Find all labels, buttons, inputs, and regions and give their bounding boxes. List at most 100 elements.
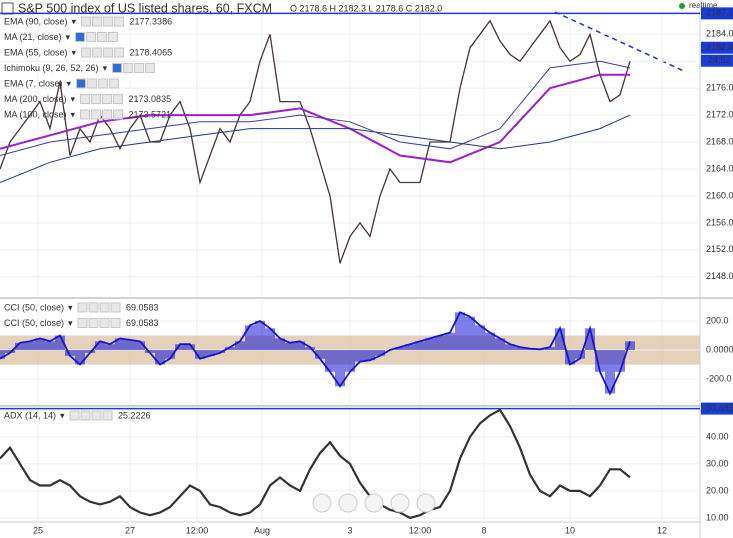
legend-eye-button[interactable] — [112, 63, 123, 73]
x-tick-label: 10 — [565, 525, 575, 535]
scroll-left[interactable] — [338, 493, 358, 513]
legend-add-button[interactable] — [102, 94, 113, 104]
legend-remove-button[interactable] — [110, 318, 121, 328]
legend-eye-button[interactable] — [69, 410, 80, 421]
legend-value: 69.0583 — [126, 302, 159, 312]
cci-bar — [145, 350, 155, 353]
cci-bar — [455, 312, 465, 351]
legend-eye-button[interactable] — [80, 94, 91, 104]
series-line — [0, 311, 631, 396]
legend-name: EMA (90, close) — [4, 16, 68, 26]
cci-bar — [425, 338, 435, 351]
legend-add-button[interactable] — [91, 410, 102, 421]
legend-settings-button[interactable] — [80, 410, 91, 421]
legend-caret: ▾ — [66, 32, 71, 42]
legend-settings-button[interactable] — [88, 318, 99, 328]
legend-settings-button[interactable] — [92, 16, 103, 27]
legend-add-button[interactable] — [97, 32, 108, 42]
zoom-controls — [312, 493, 436, 513]
legend-remove-button[interactable] — [113, 109, 124, 120]
y-tick-label: 2168.0 — [706, 136, 733, 146]
legend-eye-button[interactable] — [81, 47, 92, 58]
cci-bar — [85, 350, 95, 353]
legend-remove-button[interactable] — [108, 32, 119, 42]
legend-eye-button[interactable] — [75, 32, 86, 42]
legend-remove-button[interactable] — [110, 302, 121, 313]
legend-add-button[interactable] — [103, 16, 114, 27]
legend-settings-button[interactable] — [91, 109, 102, 120]
legend-add-button[interactable] — [103, 47, 114, 58]
cci-bar — [285, 342, 295, 351]
legend-add-button[interactable] — [98, 78, 109, 89]
legend-eye-button[interactable] — [77, 302, 88, 313]
cci-bar — [515, 347, 525, 351]
legend-settings-button[interactable] — [92, 47, 103, 58]
price-marker — [701, 41, 733, 54]
legend-add-button[interactable] — [102, 109, 113, 120]
x-tick-label: 3 — [347, 525, 352, 535]
cci-bar — [45, 341, 55, 351]
cci-bar — [475, 325, 485, 351]
cci-bar — [465, 316, 475, 351]
legend-settings-button[interactable] — [91, 94, 102, 104]
x-tick-label: Aug — [254, 525, 270, 535]
series-line — [0, 408, 631, 520]
countdown-box — [701, 54, 733, 67]
legend-name: MA (100, close) — [4, 109, 67, 119]
cci-bar — [125, 339, 135, 351]
cci-bar — [625, 341, 635, 351]
legend-eye-button[interactable] — [76, 78, 87, 89]
cci-bar — [175, 344, 185, 351]
legend-remove-button[interactable] — [145, 63, 156, 73]
legend-remove-button[interactable] — [102, 410, 113, 421]
legend-value: 2177.3386 — [130, 16, 173, 26]
legend-settings-button[interactable] — [123, 63, 134, 73]
cci-bar — [35, 338, 45, 351]
status: realtime — [689, 1, 718, 10]
legend-name: EMA (55, close) — [4, 47, 68, 57]
legend-settings-button[interactable] — [87, 78, 98, 89]
y-tick-label: 200.0 — [706, 315, 729, 325]
cci-bar — [105, 344, 115, 351]
legend-name: Ichimoku (9, 26, 52, 26) — [4, 63, 99, 73]
cci-bar — [325, 350, 335, 372]
cci-bar — [205, 350, 215, 356]
cci-bar — [245, 325, 255, 351]
cci-bar — [295, 341, 305, 351]
legend-add-button[interactable] — [99, 302, 110, 313]
legend-add-button[interactable] — [134, 63, 145, 73]
legend-remove-button[interactable] — [114, 16, 125, 27]
trend-line[interactable] — [554, 11, 687, 73]
legend-add-button[interactable] — [99, 318, 110, 328]
legend-eye-button[interactable] — [80, 109, 91, 120]
zoom-in[interactable] — [390, 493, 410, 513]
zoom-out[interactable] — [312, 493, 332, 513]
legend-remove-button[interactable] — [114, 47, 125, 58]
reset[interactable] — [364, 493, 384, 513]
cci-bar — [195, 350, 205, 359]
legend-settings-button[interactable] — [86, 32, 97, 42]
price-marker — [701, 402, 733, 415]
y-tick-label: 0.0000 — [706, 344, 733, 354]
chart-title: S&P 500 index of US listed shares, 60, F… — [18, 1, 272, 15]
legend-settings-button[interactable] — [88, 302, 99, 313]
cci-bar — [615, 350, 625, 372]
legend-eye-button[interactable] — [81, 16, 92, 27]
legend-caret: ▾ — [71, 109, 76, 119]
scroll-right[interactable] — [416, 493, 436, 513]
cci-bar — [255, 321, 265, 351]
y-tick-label: 2156.0 — [706, 217, 733, 227]
cci-bar — [185, 344, 195, 351]
legend-eye-button[interactable] — [77, 318, 88, 328]
cci-bar — [75, 350, 85, 365]
x-tick-label: 25 — [33, 525, 43, 535]
cci-bar — [575, 350, 585, 359]
ohlc: O 2178.6 H 2182.3 L 2178.6 C 2182.0 — [290, 3, 442, 13]
legend-remove-button[interactable] — [109, 78, 120, 89]
legend-remove-button[interactable] — [113, 94, 124, 104]
legend-value: 2178.4065 — [130, 47, 173, 57]
legend-value: 25.2226 — [118, 410, 151, 420]
cci-bar — [265, 328, 275, 351]
legend-caret: ▾ — [72, 47, 77, 57]
cci-bar — [595, 350, 605, 372]
